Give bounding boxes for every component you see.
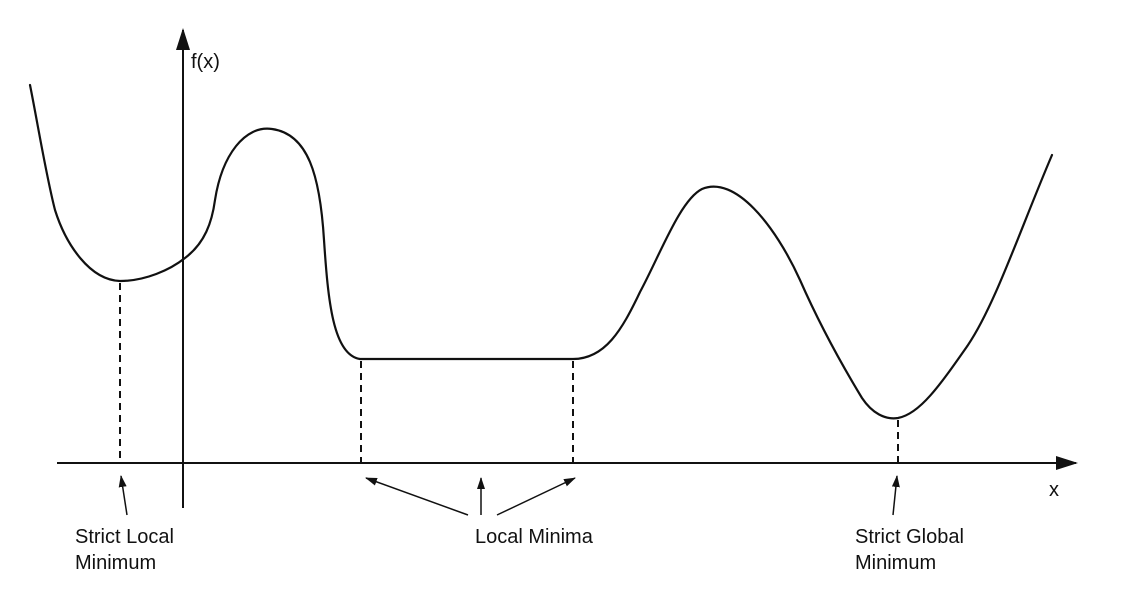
strict-local-minimum-pointer <box>118 475 128 516</box>
function-curve <box>28 83 1054 420</box>
strict-global-minimum-label-line2: Minimum <box>855 552 936 574</box>
local-minima-pointer-right <box>496 477 576 516</box>
x-axis-label: x <box>1049 479 1059 501</box>
strict-local-minimum-label-line2: Minimum <box>75 552 156 574</box>
local-minima-pointer-left <box>365 477 469 516</box>
local-minima-label: Local Minima <box>475 526 594 548</box>
strict-global-minimum-label-line1: Strict Global <box>855 526 964 548</box>
y-axis-label: f(x) <box>191 51 220 73</box>
strict-local-minimum-label-line1: Strict Local <box>75 526 174 548</box>
strict-global-minimum-pointer <box>891 475 900 516</box>
